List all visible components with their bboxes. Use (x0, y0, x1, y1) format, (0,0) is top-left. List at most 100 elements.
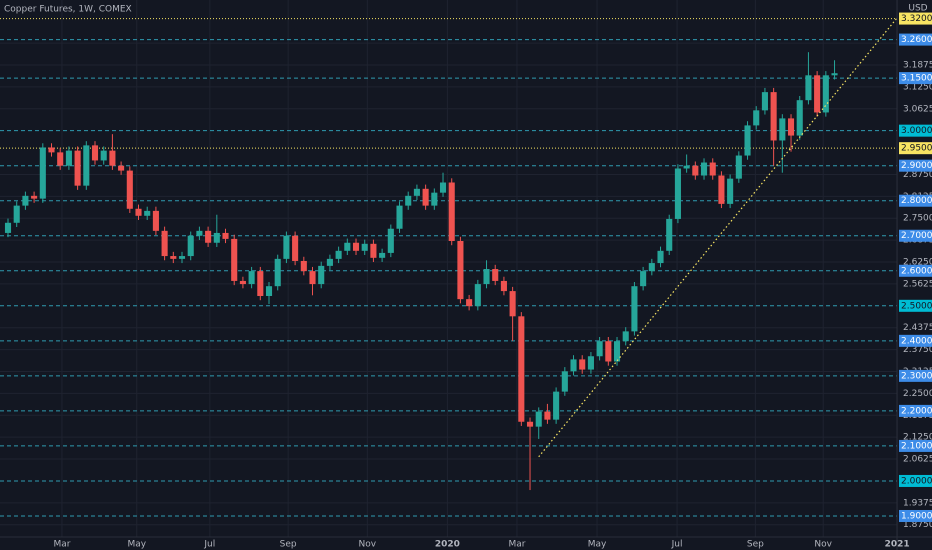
x-tick-label: Jul (671, 540, 683, 550)
currency: USD (908, 4, 927, 14)
candle-body (492, 269, 499, 281)
candle-body (831, 73, 838, 76)
y-tick-label: 2.1250 (903, 433, 932, 443)
y-tick-label: 3.1250 (903, 82, 932, 92)
x-tick-label: May (127, 540, 146, 550)
chart-title: Copper Futures, 1W, COMEX (4, 5, 132, 15)
candle-body (387, 228, 394, 253)
level-label-box (899, 142, 932, 155)
level-label-box (899, 229, 932, 242)
candle-body (126, 170, 133, 209)
y-tick-label: 3.1875 (903, 60, 932, 70)
level-label-box (899, 299, 932, 312)
candle-body (431, 192, 438, 206)
candle-body (744, 125, 751, 156)
candle-body (196, 230, 203, 236)
candle-body (640, 271, 647, 287)
candle-body (570, 359, 577, 372)
candle-body (370, 243, 377, 258)
candle-body (474, 284, 481, 307)
candle-body (587, 356, 594, 370)
candle-body (787, 118, 795, 136)
candle-body (439, 182, 447, 193)
x-tick-label: May (588, 540, 607, 550)
candle-body (257, 271, 264, 296)
candle-body (239, 280, 246, 285)
level-label: 2.9000 (901, 161, 932, 171)
candle-body (161, 230, 168, 257)
level-label: 2.3000 (901, 371, 932, 381)
level-label-box (899, 159, 932, 172)
level-label: 3.2600 (901, 35, 932, 45)
y-tick-label: 2.4375 (903, 323, 932, 333)
candle-body (344, 242, 351, 251)
level-label-box (899, 474, 932, 487)
candle-body (761, 92, 768, 111)
candle-body (205, 230, 212, 243)
candle-body (535, 411, 542, 427)
candle-body (248, 271, 255, 285)
x-tick-label: Mar (508, 540, 525, 550)
level-label: 3.3200 (901, 14, 932, 24)
candle-body (666, 218, 673, 251)
candle-body (283, 235, 290, 259)
candle-body (352, 242, 360, 251)
candle-body (379, 252, 386, 258)
candle-body (657, 250, 664, 264)
candle-body (553, 391, 560, 420)
y-tick-label: 2.2500 (903, 389, 932, 399)
candle-body (692, 165, 699, 176)
candle-body (413, 188, 420, 196)
level-label: 2.9500 (901, 144, 932, 154)
level-label: 2.6000 (901, 266, 932, 276)
candle-body (509, 291, 516, 317)
y-tick-label: 2.6250 (903, 258, 932, 268)
candle-body (579, 359, 586, 370)
x-tick-label: Jul (203, 540, 215, 550)
y-tick-label: 2.7500 (903, 214, 932, 224)
candle-body (187, 235, 194, 257)
candle-body (727, 178, 734, 204)
level-label-box (899, 194, 932, 207)
candle-body (466, 299, 473, 307)
level-label: 2.1000 (901, 441, 932, 451)
y-tick-label: 1.8750 (903, 520, 932, 530)
candle-body (683, 165, 690, 169)
candle-body (448, 182, 455, 242)
candle-body (422, 188, 429, 206)
candle-body (13, 205, 20, 223)
level-label: 2.4000 (901, 336, 932, 346)
trend-line (538, 17, 898, 458)
x-tick-label: 2020 (435, 540, 460, 550)
level-label-box (899, 12, 932, 25)
y-tick-label: 2.8750 (903, 170, 932, 180)
candle-body (544, 411, 551, 420)
candle-body (309, 271, 316, 285)
candle-body (622, 331, 629, 342)
candle-body (231, 238, 238, 281)
candle-body (65, 150, 72, 166)
level-label: 1.9000 (901, 511, 932, 521)
candle-body (613, 341, 621, 362)
candle-body (796, 100, 803, 136)
candle-body (709, 162, 716, 176)
candle-body (779, 118, 786, 141)
level-label: 3.1500 (901, 74, 932, 84)
candle-body (144, 210, 151, 216)
candle-body (735, 155, 742, 179)
candle-body (300, 260, 307, 272)
x-tick-label: Sep (747, 540, 764, 550)
y-tick-label: 2.3750 (903, 345, 932, 355)
candle-body (100, 150, 107, 161)
level-label-box (899, 439, 932, 452)
candle-body (674, 168, 681, 219)
candle-body (561, 371, 568, 392)
candle-body (222, 232, 229, 239)
candle-body (91, 145, 99, 161)
level-label-box (899, 33, 932, 46)
candle-body (518, 316, 525, 422)
level-label: 2.2000 (901, 406, 932, 416)
candle-body (396, 205, 403, 229)
candle-body (605, 341, 612, 362)
candle-body (648, 263, 655, 272)
